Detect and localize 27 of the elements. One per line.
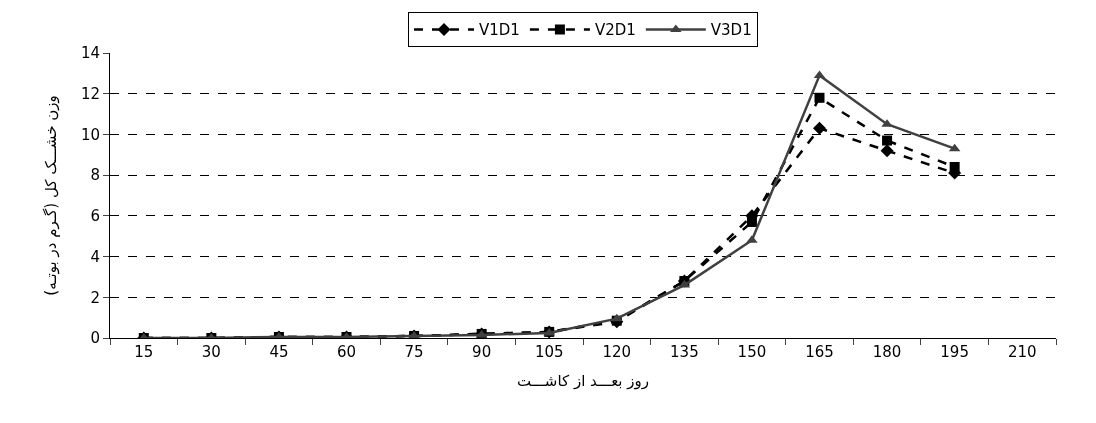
y-tick-label: 8 [90, 166, 100, 185]
x-tick-label: 210 [1007, 343, 1037, 361]
x-tick-label: 30 [201, 343, 221, 361]
x-tick-label: 165 [805, 343, 834, 361]
y-tick-label: 10 [80, 125, 100, 144]
y-tick-label: 0 [90, 329, 100, 348]
legend-label: V1D1 [479, 21, 520, 40]
y-tick-label: 6 [90, 207, 100, 226]
x-tick-label: 75 [404, 343, 424, 361]
legend-label: V2D1 [594, 21, 636, 40]
x-tick-label: 180 [872, 343, 902, 361]
x-tick-label: 150 [737, 343, 767, 361]
x-tick-label: 15 [134, 343, 154, 361]
legend-label: V3D1 [710, 21, 752, 40]
x-tick-label: 135 [670, 343, 699, 361]
y-tick-label: 4 [90, 247, 100, 266]
x-tick-label: 60 [336, 343, 357, 361]
x-tick-label: 120 [602, 343, 632, 361]
y-tick-label: 14 [80, 44, 100, 63]
x-tick-label: 45 [269, 343, 289, 361]
x-tick-label: 90 [472, 343, 492, 361]
y-tick-label: 12 [80, 84, 100, 103]
y-axis-title: وزن خشـــک کل (گـرم در بوتـه) [42, 95, 61, 296]
x-axis-title: روز بعـــد از کاشـــت [516, 372, 650, 390]
x-tick-label: 105 [534, 343, 564, 361]
y-tick-label: 2 [90, 288, 100, 307]
x-tick-label: 195 [940, 343, 969, 361]
